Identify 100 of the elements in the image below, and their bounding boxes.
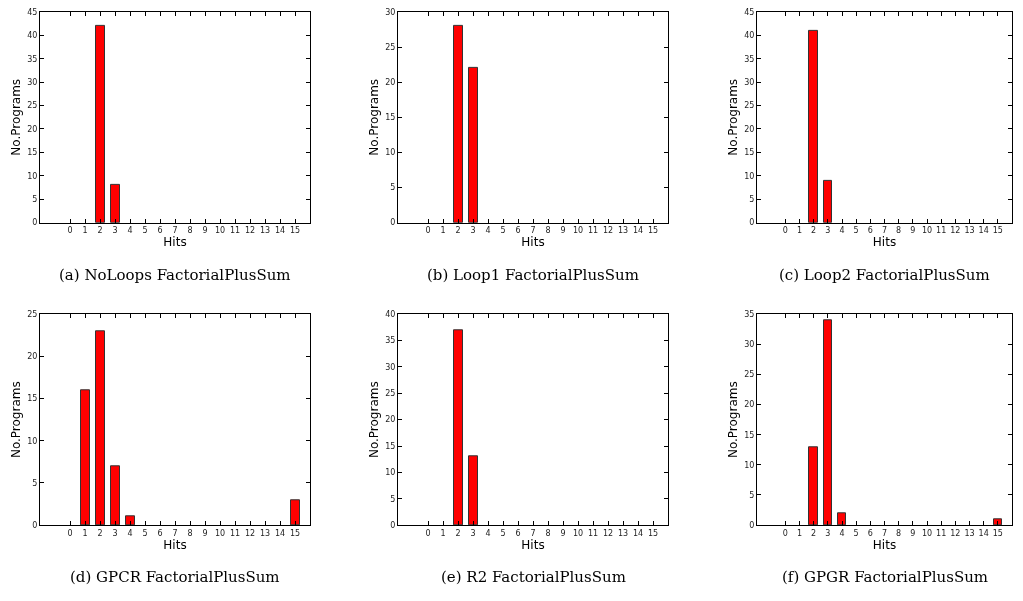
- x-tick-label: 9: [910, 226, 916, 236]
- x-tick-label: 13: [964, 528, 975, 538]
- y-tick-label: 30: [27, 77, 38, 87]
- x-tick-label: 11: [936, 528, 947, 538]
- y-tick-label: 15: [27, 148, 38, 158]
- x-tick-label: 13: [617, 226, 629, 236]
- x-tick-label: 2: [455, 226, 461, 236]
- y-tick-label: 25: [744, 370, 755, 380]
- x-tick-label: 12: [244, 528, 256, 538]
- x-tick-label: 6: [157, 226, 163, 236]
- x-tick-label: 0: [67, 528, 73, 538]
- y-tick-label: 45: [27, 7, 38, 17]
- x-tick-label: 13: [617, 528, 629, 538]
- y-tick-label: 40: [385, 310, 396, 320]
- x-tick-label: 6: [515, 528, 521, 538]
- y-tick-label: 10: [385, 148, 396, 158]
- x-tick-label: 2: [455, 528, 461, 538]
- x-tick-label: 10: [921, 528, 933, 538]
- x-tick-label: 7: [881, 226, 888, 236]
- y-tick-label: 25: [27, 101, 38, 111]
- y-axis-title: No.Programs: [366, 381, 381, 459]
- x-tick-label: 15: [289, 528, 301, 538]
- y-tick-label: 35: [27, 54, 38, 64]
- y-tick-label: 15: [385, 441, 396, 451]
- y-tick-label: 0: [390, 520, 396, 530]
- x-tick-label: 5: [500, 528, 506, 538]
- x-axis-title: Hits: [521, 537, 545, 552]
- y-tick-label: 5: [749, 195, 755, 205]
- x-tick-label: 14: [274, 226, 286, 236]
- bar: [808, 446, 818, 526]
- x-tick-label: 0: [782, 226, 788, 236]
- y-tick-label: 10: [27, 171, 38, 181]
- x-tick-label: 11: [587, 226, 599, 236]
- y-tick-label: 15: [27, 394, 38, 404]
- x-tick-label: 6: [515, 226, 521, 236]
- y-tick-label: 20: [385, 415, 396, 425]
- x-tick-label: 12: [950, 528, 961, 538]
- x-tick-label: 11: [587, 528, 599, 538]
- x-tick-label: 3: [112, 226, 118, 236]
- x-tick-label: 8: [187, 528, 193, 538]
- x-tick-label: 11: [229, 226, 241, 236]
- y-tick-label: 0: [390, 218, 396, 228]
- x-tick-label: 8: [896, 226, 902, 236]
- y-tick-label: 20: [744, 400, 755, 410]
- bar: [125, 515, 135, 526]
- x-tick-label: 7: [530, 528, 536, 538]
- x-tick-label: 13: [259, 226, 271, 236]
- y-tick-label: 45: [744, 7, 755, 17]
- bar: [95, 330, 105, 526]
- y-tick-label: 25: [744, 101, 755, 111]
- x-tick-label: 12: [602, 528, 614, 538]
- x-tick-label: 1: [82, 226, 88, 236]
- x-tick-label: 4: [485, 226, 491, 236]
- x-tick-label: 12: [244, 226, 256, 236]
- y-axis-title: No.Programs: [366, 78, 381, 156]
- x-tick-label: 14: [274, 528, 286, 538]
- x-tick-label: 2: [811, 226, 817, 236]
- y-tick-label: 0: [32, 218, 38, 228]
- y-tick-label: 10: [744, 460, 755, 470]
- y-tick-label: 20: [744, 124, 755, 134]
- x-tick-label: 7: [530, 226, 536, 236]
- y-tick-label: 5: [390, 494, 396, 504]
- x-tick-label: 14: [978, 528, 989, 538]
- y-tick-label: 40: [27, 31, 38, 41]
- x-tick-label: 8: [187, 226, 193, 236]
- x-tick-label: 13: [259, 528, 271, 538]
- x-tick-label: 9: [202, 226, 208, 236]
- y-tick-label: 0: [749, 218, 755, 228]
- x-tick-label: 7: [172, 528, 178, 538]
- x-tick-label: 6: [867, 528, 873, 538]
- x-tick-label: 3: [112, 528, 118, 538]
- y-tick-label: 20: [27, 124, 38, 134]
- y-axis-title: No.Programs: [8, 381, 23, 459]
- x-axis-title: Hits: [163, 235, 187, 250]
- bar: [993, 518, 1002, 526]
- x-tick-label: 3: [825, 226, 831, 236]
- x-tick-label: 3: [825, 528, 831, 538]
- x-axis-title: Hits: [872, 537, 897, 552]
- x-tick-label: 6: [157, 528, 163, 538]
- x-tick-label: 9: [560, 226, 566, 236]
- x-tick-label: 9: [202, 528, 208, 538]
- y-tick-label: 20: [385, 77, 396, 87]
- x-tick-label: 15: [647, 226, 659, 236]
- x-tick-label: 5: [142, 226, 148, 236]
- x-tick-label: 8: [896, 528, 902, 538]
- x-tick-label: 5: [853, 226, 859, 236]
- x-tick-label: 14: [632, 226, 644, 236]
- x-tick-label: 1: [82, 528, 88, 538]
- y-tick-label: 35: [385, 336, 396, 346]
- x-tick-label: 15: [289, 226, 301, 236]
- x-tick-label: 10: [921, 226, 933, 236]
- x-tick-label: 1: [796, 528, 803, 538]
- text: (c) Loop2 FactorialPlusSum: [779, 266, 990, 284]
- x-tick-label: 0: [67, 226, 73, 236]
- y-tick-label: 5: [32, 478, 38, 488]
- bar: [80, 389, 90, 526]
- x-tick-label: 11: [936, 226, 947, 236]
- x-tick-label: 4: [127, 528, 133, 538]
- y-tick-label: 15: [744, 430, 755, 440]
- y-tick-label: 10: [744, 171, 755, 181]
